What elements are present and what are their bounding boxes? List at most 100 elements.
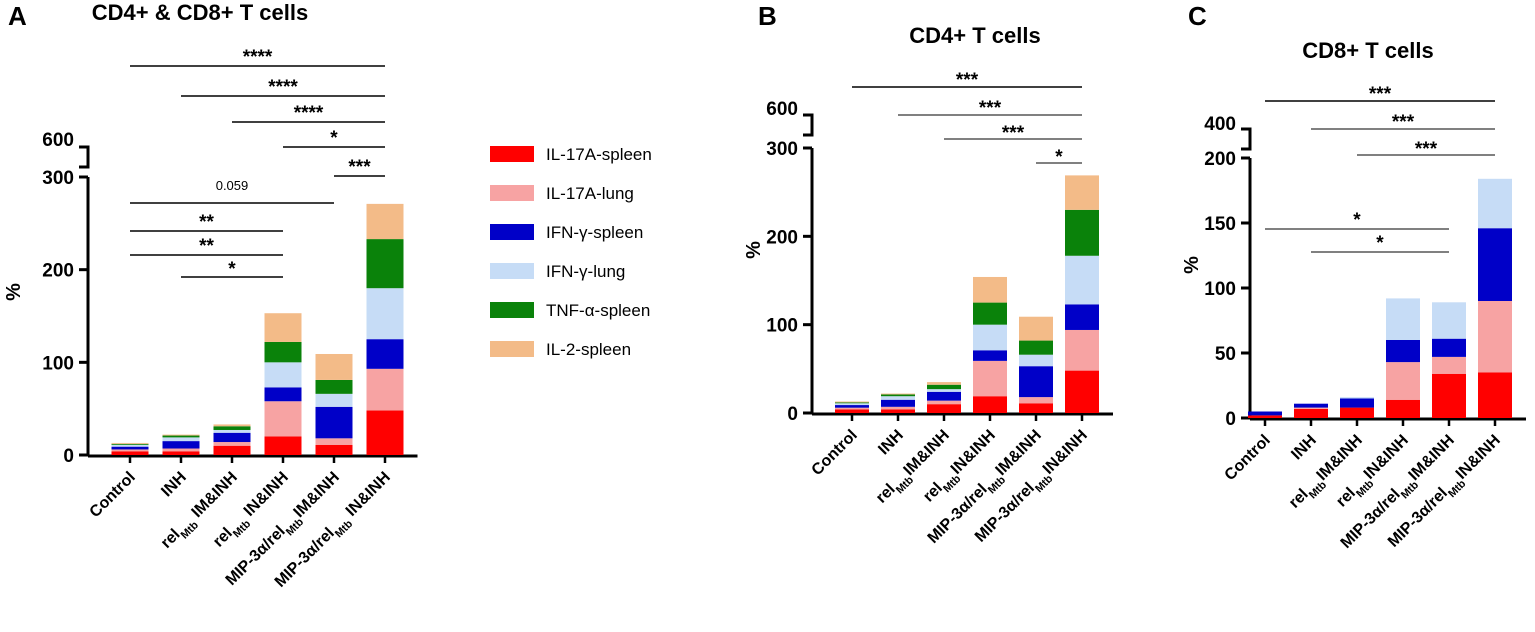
bar-segment	[366, 288, 404, 340]
y-tick-label: 100	[766, 316, 798, 337]
bar-segment	[213, 442, 251, 446]
bar-segment	[1340, 397, 1374, 399]
legend-label: IFN-γ-spleen	[546, 223, 643, 242]
axis-break	[79, 145, 90, 169]
bar-segment	[927, 391, 961, 401]
bar-segment	[264, 436, 302, 455]
category-label-part: rel	[158, 526, 184, 552]
significance-label: ****	[268, 77, 298, 98]
significance-label: ***	[956, 70, 979, 91]
bar-segment	[1478, 228, 1512, 301]
bar-segment	[835, 403, 869, 406]
bar-segment	[973, 324, 1007, 351]
category-label-part: INH	[1288, 432, 1320, 464]
category-label: Control	[809, 427, 861, 479]
bar-segment	[366, 368, 404, 411]
bar-segment	[1478, 301, 1512, 373]
bar-segment	[264, 341, 302, 363]
category-label-part: rel	[920, 480, 946, 506]
category-label-part: Control	[87, 469, 139, 521]
category-label-part: IM&INH	[185, 469, 240, 524]
category-label-part: IN&INH	[1040, 427, 1091, 478]
bar-segment	[881, 406, 915, 410]
bar-segment	[264, 387, 302, 402]
bar-segment	[162, 434, 200, 436]
bar-segment	[315, 379, 353, 394]
bar-segment	[1065, 175, 1099, 210]
category-label-part: IM&INH	[291, 469, 343, 521]
bar-segment	[366, 410, 404, 455]
significance-label: ****	[294, 103, 324, 124]
significance-label: *	[228, 259, 236, 280]
category-label-part: IN&INH	[340, 469, 394, 523]
bar-segment	[111, 446, 149, 450]
bar-segment	[366, 339, 404, 369]
y-tick-label: 100	[42, 353, 74, 374]
category-label-part: IM&INH	[901, 427, 953, 479]
significance-label: *	[1376, 233, 1384, 254]
category-label-part: IM&INH	[993, 427, 1045, 479]
category-label-part: IN&INH	[1453, 432, 1504, 483]
significance-label: *	[330, 128, 338, 149]
bar-segment	[162, 437, 200, 442]
category-label-part: IN&INH	[948, 427, 999, 478]
bar-segment	[1386, 362, 1420, 400]
bar-segment	[315, 393, 353, 407]
bar-segment	[162, 448, 200, 452]
chart-title: CD4+ T cells	[909, 23, 1040, 48]
y-tick-label: 0	[787, 404, 798, 425]
bar-segment	[1386, 298, 1420, 340]
bar-segment	[162, 441, 200, 449]
legend-swatch	[490, 185, 534, 201]
bar-segment	[1340, 398, 1374, 408]
category-label-part: IN&INH	[238, 469, 292, 523]
y-tick-label: 200	[766, 227, 798, 248]
category-label: Control	[1222, 432, 1274, 484]
y-tick-label: 150	[1204, 214, 1236, 235]
bar-segment	[835, 405, 869, 408]
legend-swatch	[490, 341, 534, 357]
bar-segment	[1340, 407, 1374, 418]
category-label-part: INH	[158, 469, 190, 501]
significance-label: *	[1353, 210, 1361, 231]
chart-title: CD4+ & CD8+ T cells	[92, 0, 308, 25]
axis-break-label: 400	[1204, 114, 1236, 135]
axis-break-label: 600	[766, 99, 798, 120]
bar-segment	[1019, 340, 1053, 355]
significance-label: **	[199, 236, 214, 257]
panel-label: B	[758, 1, 777, 31]
bar-segment	[927, 384, 961, 390]
category-label-part: rel	[1333, 485, 1359, 511]
bar-segment	[1386, 399, 1420, 418]
bar-segment	[111, 443, 149, 445]
bar-segment	[1019, 316, 1053, 341]
significance-label: **	[199, 212, 214, 233]
category-label-part: IM&INH	[1406, 432, 1458, 484]
y-tick-label: 0	[63, 446, 74, 467]
bar-segment	[881, 409, 915, 413]
bar-segment	[264, 313, 302, 342]
significance-label: ***	[1392, 112, 1415, 133]
legend: IL-17A-spleen IL-17A-lung IFN-γ-spleen IFN-…	[490, 145, 652, 359]
bar-segment	[366, 239, 404, 289]
panel-label: C	[1188, 1, 1207, 31]
category-label-part: Control	[809, 427, 861, 479]
bar-segment	[1065, 304, 1099, 330]
category-label: INH	[1288, 432, 1320, 464]
bar-segment	[1294, 407, 1328, 409]
y-axis-label: %	[743, 241, 765, 259]
bar-segment	[162, 451, 200, 455]
bar-segment	[927, 389, 961, 392]
significance-label: ***	[979, 98, 1002, 119]
bar-segment	[213, 426, 251, 430]
bar-segment	[1248, 411, 1282, 416]
panel-label: A	[8, 1, 27, 31]
bar-segment	[1065, 329, 1099, 371]
y-axis-label: %	[1181, 256, 1203, 274]
bar-segment	[111, 451, 149, 455]
bar-segment	[881, 399, 915, 407]
bar-segment	[213, 432, 251, 443]
legend-label: IL-17A-lung	[546, 184, 634, 203]
bar-segment	[1386, 340, 1420, 363]
y-tick-label: 200	[42, 261, 74, 282]
